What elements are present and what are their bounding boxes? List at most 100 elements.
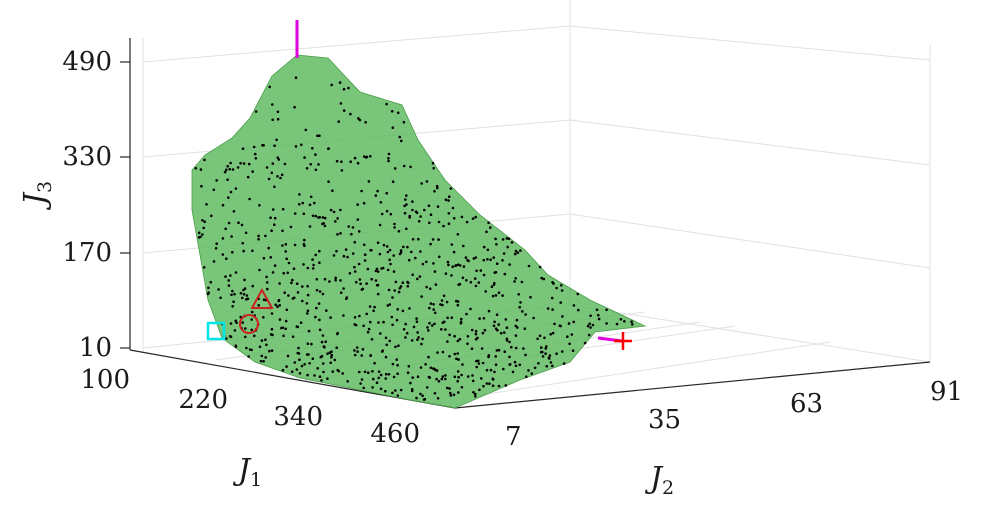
data-point [276, 305, 279, 309]
data-point [314, 153, 317, 156]
data-point [260, 354, 264, 358]
data-point [215, 179, 218, 182]
data-point [300, 364, 304, 368]
data-point [217, 288, 220, 291]
data-point [329, 208, 333, 212]
data-point [305, 302, 309, 305]
data-point [501, 238, 505, 241]
data-point [270, 327, 274, 331]
data-point [293, 212, 297, 215]
data-point [270, 229, 273, 232]
data-point [328, 351, 332, 355]
data-point [568, 342, 571, 346]
data-point [271, 208, 275, 211]
data-point [247, 162, 251, 166]
data-point [507, 237, 511, 240]
data-point [323, 224, 327, 228]
data-point [284, 243, 288, 246]
data-point [473, 277, 477, 280]
data-point [355, 280, 358, 284]
data-point [354, 323, 358, 327]
data-point [200, 184, 203, 188]
data-point [332, 210, 336, 214]
data-point [353, 349, 356, 352]
data-point [409, 165, 412, 169]
data-point [406, 371, 410, 375]
data-point [487, 221, 490, 224]
data-point [347, 86, 350, 90]
data-point [396, 111, 400, 115]
data-point [324, 340, 328, 344]
data-point [494, 363, 498, 367]
data-point [454, 264, 457, 268]
data-point [279, 176, 282, 180]
data-point [466, 375, 470, 378]
data-point [267, 177, 271, 181]
data-point [201, 233, 204, 236]
data-point [469, 280, 473, 284]
data-point [393, 167, 397, 170]
data-point [232, 210, 236, 213]
data-point [293, 243, 297, 247]
data-point [429, 302, 433, 305]
data-point [225, 337, 228, 340]
data-point [353, 240, 357, 244]
data-point [462, 265, 466, 268]
data-point [434, 368, 437, 372]
data-point [508, 263, 511, 266]
data-point [486, 258, 489, 261]
data-point [506, 245, 510, 249]
data-point [441, 321, 445, 325]
data-point [385, 245, 389, 248]
data-point [546, 307, 550, 310]
data-point [384, 377, 388, 380]
data-point [379, 373, 383, 377]
data-point [369, 354, 372, 358]
data-point [549, 361, 553, 364]
data-point [474, 332, 478, 336]
data-point [444, 377, 447, 381]
data-point [314, 168, 318, 172]
data-point [453, 375, 457, 379]
data-point [258, 268, 261, 272]
data-point [398, 135, 402, 139]
data-point [433, 322, 436, 326]
data-point [362, 201, 366, 205]
data-point [424, 363, 427, 366]
data-point [386, 304, 390, 307]
data-point [212, 188, 216, 192]
data-point [495, 243, 498, 246]
data-point [605, 322, 608, 325]
data-point [397, 230, 401, 233]
data-point [235, 321, 238, 325]
svg-text:J1: J1 [232, 453, 262, 491]
data-point [524, 353, 527, 357]
data-point [402, 164, 406, 168]
data-point [514, 277, 517, 280]
data-point [572, 304, 576, 307]
data-point [475, 359, 478, 363]
data-point [353, 353, 357, 357]
data-point [367, 371, 370, 375]
data-point [529, 295, 532, 299]
data-point [446, 386, 449, 390]
data-point [231, 305, 234, 308]
data-point [306, 284, 309, 288]
y-tick-label: 63 [790, 389, 823, 419]
data-point [257, 304, 261, 307]
data-point [237, 221, 240, 224]
data-point [320, 354, 324, 358]
data-point [385, 209, 389, 213]
data-point [405, 203, 408, 206]
data-point [329, 361, 333, 365]
data-point [276, 117, 280, 121]
data-point [244, 335, 247, 339]
data-point [591, 323, 595, 327]
data-point [258, 204, 261, 207]
data-point [589, 326, 592, 329]
data-point [307, 353, 310, 356]
data-point [419, 215, 422, 218]
data-point [207, 286, 210, 290]
data-point [349, 160, 353, 163]
